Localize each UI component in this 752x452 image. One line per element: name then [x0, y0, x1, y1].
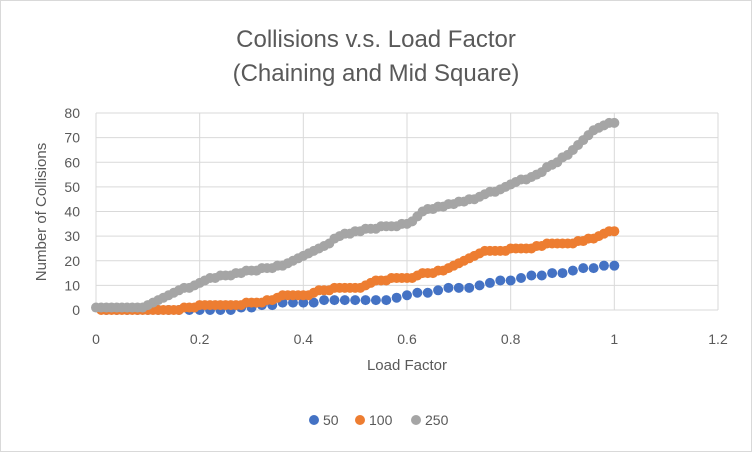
- legend-item-250: 250: [411, 412, 449, 428]
- data-point: [453, 282, 464, 293]
- data-point: [526, 270, 537, 281]
- x-tick-label: 1: [610, 331, 618, 347]
- y-axis-tick-labels: 0 10 20 30 40 50 60 70 80: [64, 105, 80, 318]
- data-point: [391, 292, 402, 303]
- data-point: [433, 285, 444, 296]
- data-point: [557, 268, 568, 279]
- data-point: [588, 263, 599, 274]
- data-point: [308, 297, 319, 308]
- legend-label: 250: [425, 412, 449, 428]
- legend: 50 100 250: [309, 412, 449, 428]
- data-point: [516, 272, 527, 283]
- data-point: [298, 297, 309, 308]
- x-tick-label: 0.6: [397, 331, 417, 347]
- series-250: [91, 117, 620, 313]
- data-point: [402, 290, 412, 301]
- legend-marker: [411, 415, 421, 425]
- data-point: [484, 277, 495, 288]
- data-point: [505, 275, 516, 286]
- y-axis-title: Number of Collisions: [33, 143, 50, 281]
- y-tick-label: 70: [64, 130, 80, 146]
- legend-marker: [355, 415, 365, 425]
- legend-label: 100: [369, 412, 393, 428]
- data-point: [412, 287, 423, 298]
- legend-label: 50: [323, 412, 339, 428]
- data-point: [370, 295, 381, 306]
- legend-item-50: 50: [309, 412, 339, 428]
- data-point: [464, 282, 475, 293]
- chart-title-line-1: Collisions v.s. Load Factor: [236, 26, 516, 53]
- data-point: [567, 265, 578, 276]
- x-tick-label: 1.2: [708, 331, 728, 347]
- data-point: [329, 295, 340, 306]
- data-point: [381, 295, 392, 306]
- data-point: [339, 295, 350, 306]
- legend-marker: [309, 415, 319, 425]
- y-tick-label: 60: [64, 154, 80, 170]
- x-tick-label: 0.2: [190, 331, 210, 347]
- data-point: [578, 263, 589, 274]
- y-tick-label: 0: [72, 302, 80, 318]
- y-tick-label: 50: [64, 179, 80, 195]
- data-point: [360, 295, 371, 306]
- x-tick-label: 0.4: [294, 331, 314, 347]
- y-tick-label: 80: [64, 105, 80, 121]
- x-axis-title: Load Factor: [367, 357, 447, 374]
- y-tick-label: 20: [64, 253, 80, 269]
- data-point: [609, 226, 620, 237]
- y-tick-label: 30: [64, 228, 80, 244]
- data-points: [91, 117, 620, 315]
- data-point: [609, 260, 620, 271]
- data-point: [609, 117, 620, 128]
- data-point: [536, 270, 547, 281]
- data-point: [319, 295, 330, 306]
- data-point: [598, 260, 609, 271]
- data-point: [350, 295, 361, 306]
- data-point: [422, 287, 433, 298]
- chart-title-line-2: (Chaining and Mid Square): [233, 60, 520, 87]
- y-tick-label: 10: [64, 277, 80, 293]
- y-tick-label: 40: [64, 204, 80, 220]
- x-tick-label: 0: [92, 331, 100, 347]
- x-tick-label: 0.8: [501, 331, 521, 347]
- legend-item-100: 100: [355, 412, 393, 428]
- data-point: [495, 275, 506, 286]
- data-point: [547, 268, 558, 279]
- data-point: [443, 282, 454, 293]
- data-point: [287, 297, 298, 308]
- data-point: [474, 280, 485, 291]
- x-axis-tick-labels: 0 0.2 0.4 0.6 0.8 1 1.2: [92, 331, 728, 347]
